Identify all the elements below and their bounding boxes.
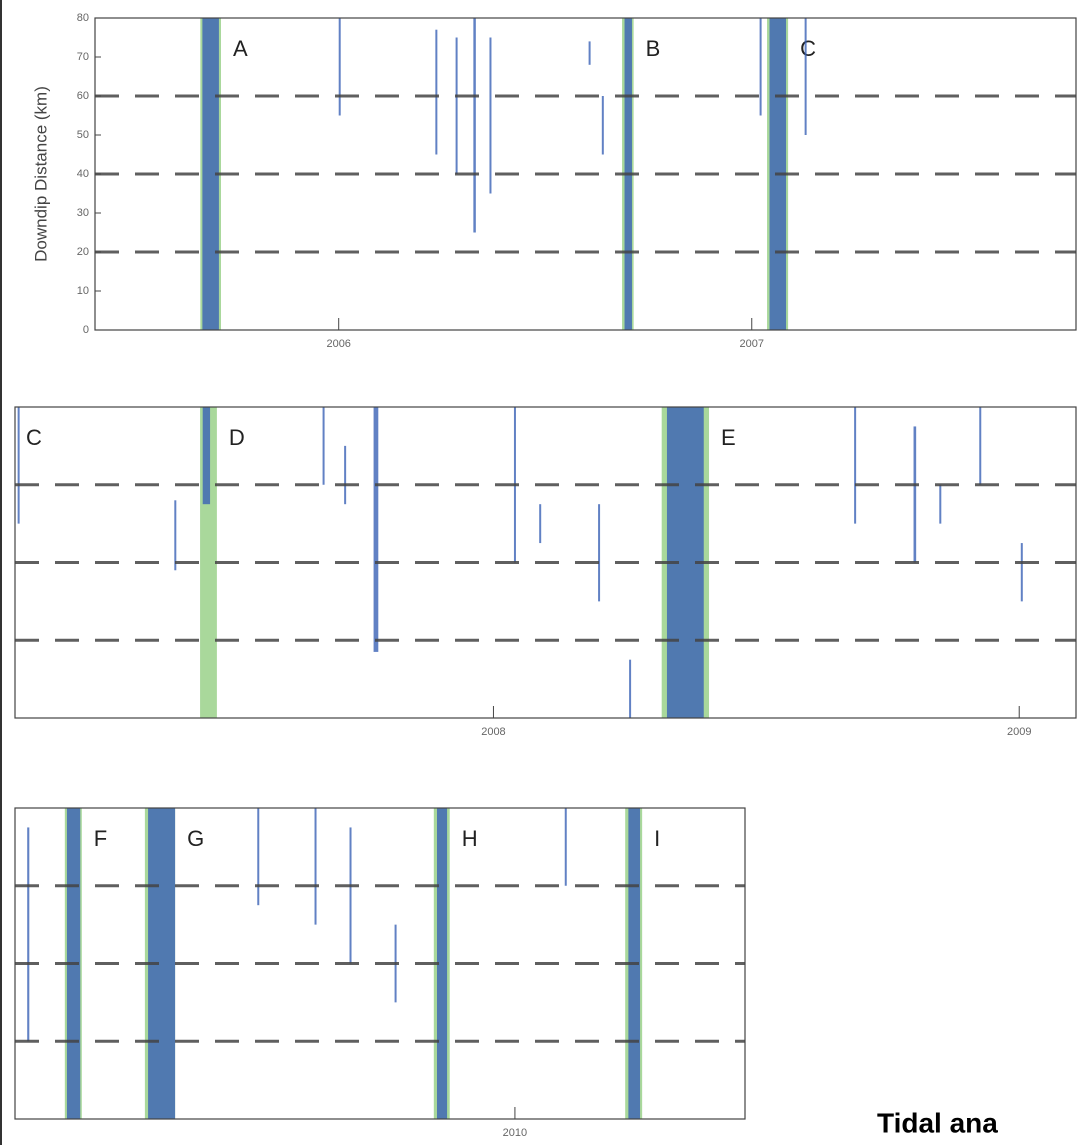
episode-label: B	[646, 36, 661, 61]
y-tick-label: 80	[77, 12, 89, 24]
tremor-streak	[489, 37, 492, 194]
y-tick-label: 20	[77, 246, 89, 258]
tremor-streak	[854, 407, 857, 524]
y-tick-label: 10	[77, 285, 89, 297]
y-tick-label: 0	[83, 324, 89, 336]
episode-band	[0, 407, 14, 718]
tremor-streak	[588, 41, 591, 65]
tremor-streak	[598, 504, 601, 602]
tremor-streak	[322, 407, 325, 485]
x-tick-label: 2008	[481, 726, 505, 738]
tremor-streak	[436, 808, 448, 1119]
plot-area: F G H I	[15, 808, 745, 1119]
tremor-streak	[344, 445, 347, 505]
tremor-streak	[373, 407, 379, 652]
x-tick-label: 2006	[326, 338, 350, 350]
tremor-streak	[759, 18, 762, 116]
tremor-streak	[629, 659, 632, 718]
episode-label: F	[94, 826, 107, 851]
plot-area: C D E	[0, 407, 1076, 718]
tremor-streak	[979, 407, 982, 485]
episode-label: D	[229, 425, 245, 450]
y-axis-label: Downdip Distance (km)	[31, 86, 50, 262]
tremor-streak	[913, 426, 917, 563]
plot-frame	[14, 807, 746, 1120]
episode-label: G	[187, 826, 204, 851]
plot-area: A B C	[95, 18, 1076, 330]
tremor-streak	[27, 827, 30, 1042]
tremor-streak	[1020, 543, 1023, 602]
episode-label: A	[233, 36, 248, 61]
tremor-streak	[257, 808, 260, 906]
y-tick-label: 40	[77, 168, 89, 180]
caption: Tidal ana	[877, 1107, 998, 1138]
tremor-streak	[202, 407, 211, 505]
x-tick-label: 2007	[740, 338, 764, 350]
tremor-streak	[202, 18, 219, 330]
episode-label: H	[462, 826, 478, 851]
tremor-streak	[473, 18, 476, 233]
tremor-streak	[939, 484, 942, 524]
plot-frame	[14, 406, 1077, 719]
y-tick-label: 30	[77, 207, 89, 219]
y-tick-label: 60	[77, 90, 89, 102]
tremor-streak	[455, 37, 458, 174]
tremor-streak	[804, 18, 807, 135]
episode-label: E	[721, 425, 736, 450]
tremor-streak	[17, 407, 20, 524]
tremor-streak	[539, 504, 542, 544]
x-tick-label: 2009	[1007, 726, 1031, 738]
tremor-streak	[174, 500, 177, 571]
tremor-streak	[338, 18, 341, 116]
y-tick-label: 50	[77, 129, 89, 141]
x-tick-label: 2010	[503, 1127, 527, 1139]
tremor-streak	[314, 808, 317, 925]
y-tick-label: 70	[77, 51, 89, 63]
episode-label: C	[800, 36, 816, 61]
episode-label: C	[26, 425, 42, 450]
episode-label: I	[654, 826, 660, 851]
tremor-streak	[435, 29, 438, 155]
tremor-streak	[564, 808, 567, 886]
tremor-streak	[601, 96, 604, 155]
tremor-streak	[349, 827, 352, 964]
